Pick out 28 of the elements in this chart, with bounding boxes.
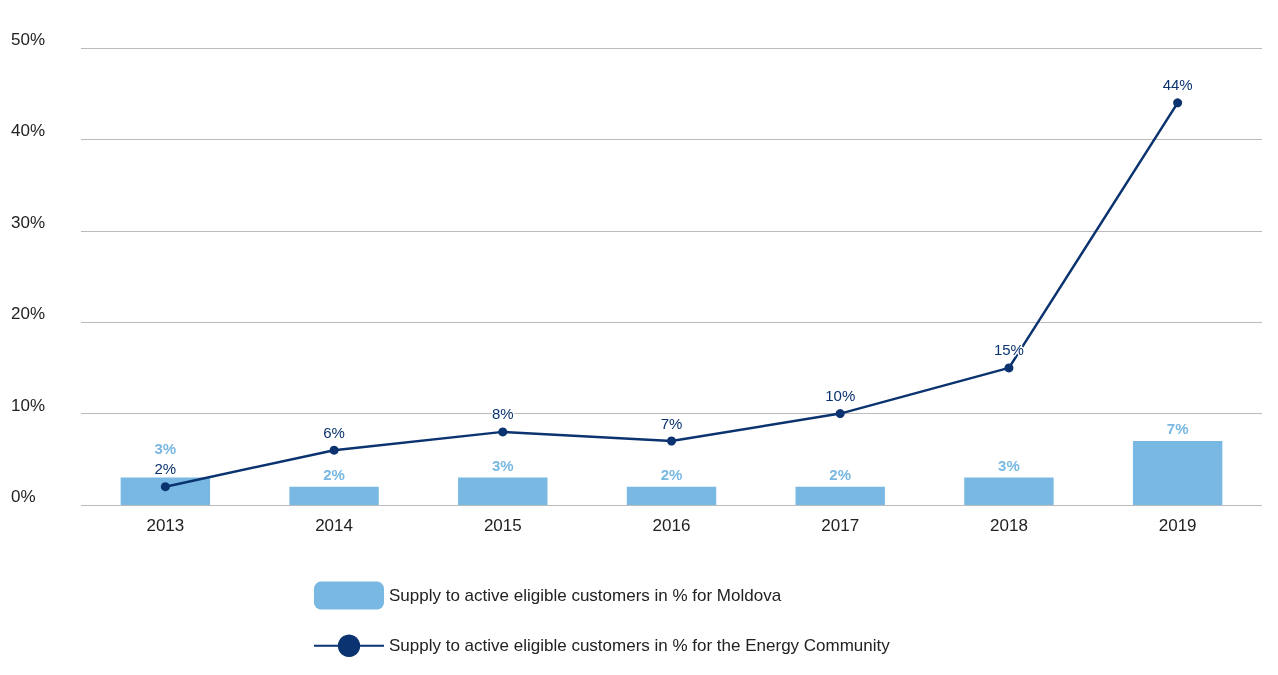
data-label: 44% bbox=[1162, 76, 1193, 94]
data-label: 7% bbox=[660, 414, 683, 432]
data-label: 7% bbox=[1166, 420, 1189, 438]
y-tick-label: 40% bbox=[11, 121, 46, 141]
legend-label: Supply to active eligible customers in % for Moldova bbox=[389, 586, 782, 606]
data-label: 2% bbox=[829, 465, 852, 483]
x-tick-label: 2019 bbox=[1158, 516, 1197, 535]
y-tick-label: 50% bbox=[11, 30, 46, 49]
x-tick-label: 2016 bbox=[652, 516, 691, 535]
data-label: 3% bbox=[154, 439, 177, 457]
data-label: 10% bbox=[825, 387, 856, 405]
y-tick-label: 10% bbox=[11, 395, 46, 415]
data-label: 3% bbox=[491, 456, 514, 474]
legend-label: Supply to active eligible customers in % for the Energy Community bbox=[389, 636, 891, 656]
y-tick-label: 20% bbox=[11, 304, 46, 324]
data-label: 2% bbox=[323, 465, 345, 483]
x-tick-label: 2014 bbox=[315, 516, 353, 535]
x-tick-label: 2015 bbox=[483, 516, 522, 535]
data-label: 3% bbox=[998, 456, 1020, 474]
data-label: 8% bbox=[491, 405, 514, 423]
y-tick-label: 30% bbox=[11, 212, 46, 232]
y-tick-label: 0% bbox=[11, 487, 36, 506]
data-label: 6% bbox=[323, 423, 345, 441]
x-tick-label: 2013 bbox=[146, 516, 185, 535]
data-label: 2% bbox=[154, 460, 177, 478]
data-label: 2% bbox=[660, 465, 683, 483]
x-tick-label: 2018 bbox=[990, 516, 1028, 535]
x-tick-label: 2017 bbox=[821, 516, 860, 535]
